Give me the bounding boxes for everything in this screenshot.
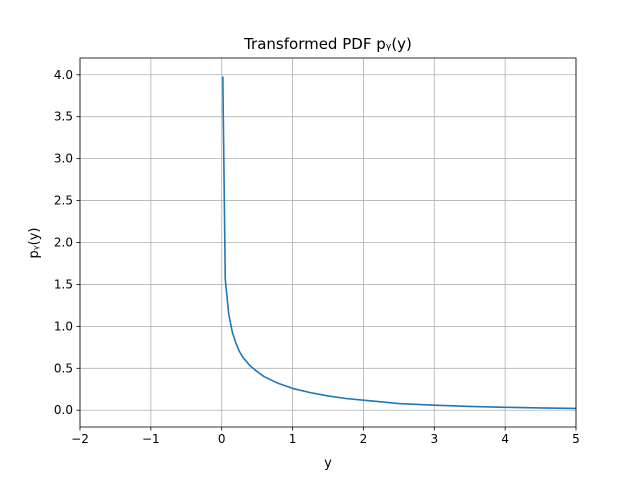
x-tick-label: 3 — [430, 432, 438, 446]
series-line — [222, 76, 577, 410]
y-tick-label: 1.5 — [54, 277, 73, 291]
y-tick-label: 0.0 — [54, 403, 73, 417]
x-tick-label: 4 — [501, 432, 509, 446]
x-tick-label: 0 — [218, 432, 226, 446]
x-tick-label: −2 — [71, 432, 89, 446]
y-tick-label: 3.5 — [54, 110, 73, 124]
y-tick-label: 0.5 — [54, 361, 73, 375]
chart-title: Transformed PDF pᵧ(y) — [243, 35, 412, 53]
y-tick-label: 1.0 — [54, 319, 73, 333]
y-tick-label: 4.0 — [54, 68, 73, 82]
x-axis-label: y — [324, 456, 332, 471]
x-tick-label: 5 — [572, 432, 580, 446]
y-tick-label: 2.0 — [54, 236, 73, 250]
y-tick-label: 2.5 — [54, 194, 73, 208]
y-axis-ticks: 0.0 0.5 1.0 1.5 2.0 2.5 3.0 3.5 4.0 — [54, 68, 80, 417]
y-tick-label: 3.0 — [54, 152, 73, 166]
x-tick-label: 2 — [360, 432, 368, 446]
y-axis-label: pᵧ(y) — [27, 228, 42, 259]
x-tick-label: 1 — [289, 432, 297, 446]
x-axis-ticks: −2 −1 0 1 2 3 4 5 — [71, 427, 580, 446]
series-layer — [222, 76, 577, 410]
x-tick-label: −1 — [142, 432, 160, 446]
